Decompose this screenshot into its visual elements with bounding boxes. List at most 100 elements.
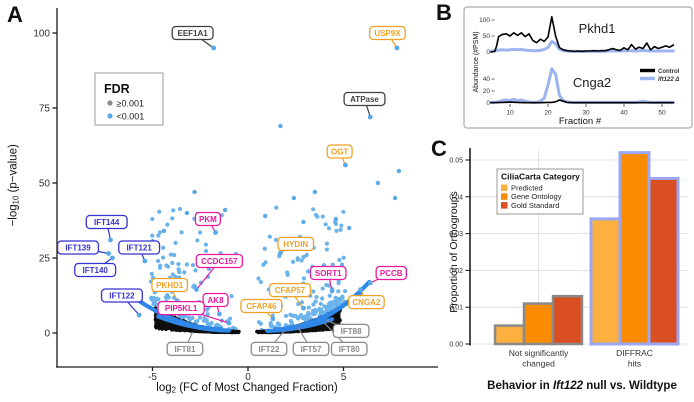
ciliacarta-legend-item: Gene Ontology [511, 192, 562, 201]
gene-label-ift140: IFT140 [83, 266, 109, 275]
bar-y-tick: 0.01 [449, 305, 463, 312]
fractionation-x-tick: 20 [544, 110, 552, 117]
panel-b-label: B [436, 0, 452, 25]
gene-label-box [309, 265, 347, 281]
gene-label-box [202, 292, 229, 308]
gene-label-pccb: PCCB [380, 269, 403, 278]
gene-label-box [85, 214, 128, 230]
gene-label-ak8: AK8 [208, 296, 225, 305]
fractionation-x-tick: 50 [658, 110, 666, 117]
panel-a-label: A [7, 2, 23, 27]
gene-label-hydin: HYDIN [283, 240, 308, 249]
gene-label-box [56, 240, 100, 255]
gene-label-ift81: IFT81 [175, 345, 196, 354]
bar-predicted-diffrac-hits [589, 217, 622, 346]
fdr-legend-swatch [107, 113, 113, 119]
gene-label-box [194, 211, 221, 227]
gene-label-ift88: IFT88 [341, 327, 362, 336]
gene-label-box [250, 341, 288, 357]
ciliacarta-legend-item: Gold Standard [511, 201, 559, 210]
gene-label-cfap57: CFAP57 [275, 286, 306, 295]
fractionation-plot: 0 50 100 Pkhd1 0 20 40 Cnga2 10 20 30 40 50 Control If… [463, 6, 693, 129]
gene-label-pkm: PKM [199, 215, 217, 224]
fractionation-legend-item: Ift122 Δ [658, 77, 679, 83]
bar-gene-ontology-not-significant [522, 302, 555, 346]
gene-label-box [330, 341, 368, 357]
gene-label-ift80: IFT80 [339, 345, 360, 354]
ciliacarta-legend-swatch [501, 193, 508, 200]
fractionation-x-tick: 40 [620, 110, 628, 117]
gene-label-cfap46: CFAP46 [246, 302, 277, 311]
fractionation-y-tick: 100 [479, 17, 490, 24]
gene-label-sort1: SORT1 [315, 269, 342, 278]
volcano-y-tick: 25 [39, 254, 51, 265]
fractionation-y-tick: 0 [486, 49, 490, 56]
ciliacarta-legend-swatch [501, 184, 508, 191]
fdr-legend: FDR ≥0.001 <0.001 [94, 72, 164, 126]
gene-label-pip5kl1: PIP5KL1 [165, 304, 198, 313]
fractionation-x-tick: 30 [582, 110, 590, 117]
bar-gold-standard-diffrac-hits [647, 176, 680, 346]
gene-label-box [369, 25, 406, 41]
fractionation-legend-item: Control [658, 69, 680, 75]
volcano-x-axis-title: log2 (FC of Most Changed Fraction) [156, 382, 338, 395]
volcano-x-tick: 0 [245, 372, 251, 383]
gene-label-box [118, 240, 161, 255]
gene-label-ift139: IFT139 [65, 244, 91, 253]
fractionation-legend: Control Ift122 Δ [640, 68, 680, 83]
fractionation-x-tick: 10 [506, 110, 514, 117]
fdr-legend-title: FDR [104, 82, 130, 96]
bar-y-axis-title: Proportion of Orthogroups [448, 191, 460, 313]
gene-label-box [326, 144, 353, 159]
volcano-y-tick: 0 [44, 329, 50, 340]
orthogroup-bar-chart: 0.00 0.01 0.02 0.03 0.04 0.05 Not significantl… [449, 148, 688, 369]
gene-label-box [151, 277, 189, 293]
gene-label-ogt: OGT [331, 148, 348, 157]
gene-label-box [166, 341, 204, 357]
bar-predicted-not-significant [493, 324, 526, 346]
bar-x-tick: hits [628, 359, 641, 369]
gene-points [106, 45, 400, 326]
bar-x-tick: DIFFRAC [616, 348, 653, 358]
gene-label-box [268, 282, 312, 298]
volcano-plot: 0 25 50 75 100 -5 0 5 EEF1A1 USP9X ATPase OGT IFT144… [33, 8, 438, 383]
gene-label-box [74, 262, 117, 278]
gene-label-box [348, 294, 385, 310]
gene-label-ift22: IFT22 [259, 345, 280, 354]
fractionation-y-tick: 40 [483, 76, 491, 83]
ciliacarta-legend-title: CiliaCarta Category [501, 172, 580, 182]
volcano-y-tick: 50 [39, 179, 51, 190]
gene-label-box [100, 288, 143, 303]
bar-gene-ontology-diffrac-hits [618, 151, 651, 346]
subplot-title-cnga2: Cnga2 [573, 75, 611, 90]
gene-label-box [343, 91, 386, 107]
fractionation-y-tick: 50 [483, 33, 491, 40]
volcano-y-tick: 75 [39, 104, 51, 115]
volcano-axes [52, 8, 438, 371]
bar-y-tick: 0.05 [449, 158, 463, 165]
fractionation-x-axis-title: Fraction # [558, 116, 602, 127]
gene-label-ift57: IFT57 [301, 345, 322, 354]
volcano-y-tick: 100 [33, 29, 50, 40]
gene-label-ift122: IFT122 [109, 292, 135, 301]
gene-label-eef1a1: EEF1A1 [177, 29, 208, 38]
fdr-legend-swatch [107, 100, 113, 106]
gene-label-cnga2: CNGA2 [352, 298, 381, 307]
bar-x-axis-title: Behavior in Ift122 null vs. Wildtype [487, 380, 677, 392]
gene-label-box [292, 341, 330, 357]
gene-labels: EEF1A1 USP9X ATPase OGT IFT144 IFT139 IFT121 IF… [56, 25, 407, 357]
bar-x-tick: changed [522, 359, 555, 369]
fdr-legend-item: ≥0.001 [117, 99, 144, 109]
gene-label-usp9x: USP9X [374, 29, 401, 38]
volcano-x-tick: -5 [148, 372, 157, 383]
gene-label-ift121: IFT121 [126, 244, 152, 253]
bar-y-tick: 0.00 [449, 342, 463, 349]
gene-label-box [240, 298, 283, 314]
gene-label-box [195, 253, 244, 269]
gene-label-ift144: IFT144 [94, 218, 120, 227]
panel-c-label: C [431, 136, 447, 161]
gene-label-atpase: ATPase [350, 95, 379, 104]
